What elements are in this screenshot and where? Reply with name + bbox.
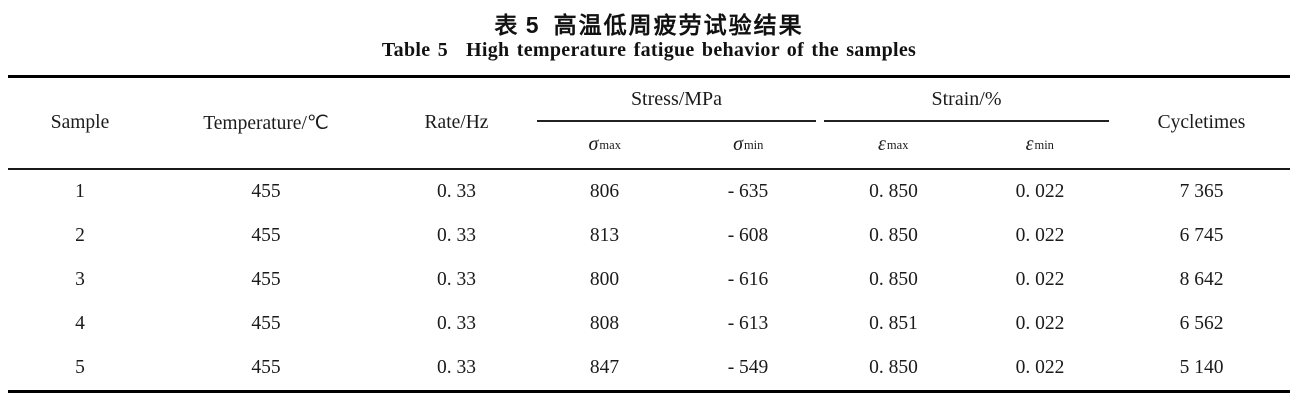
cell-cycletimes: 8 642	[1179, 269, 1224, 290]
table-caption-english: Table 5 High temperature fatigue behavior…	[0, 39, 1298, 62]
cell-epsilon-max: 0. 850	[869, 225, 918, 246]
group-subheaders-stress: σ max σ min	[533, 122, 820, 169]
cell-cycletimes: 6 745	[1179, 225, 1224, 246]
cell-sample: 1	[75, 181, 85, 202]
cell-rate: 0. 33	[437, 181, 476, 202]
table-row: 5 455 0. 33 847 - 549 0. 850 0. 022 5 14…	[8, 346, 1290, 390]
cell-epsilon-min: 0. 022	[1015, 225, 1065, 246]
table-row: 4 455 0. 33 808 - 613 0. 851 0. 022 6 56…	[8, 302, 1290, 346]
cell-temperature: 455	[251, 313, 281, 334]
table-number-chinese: 表 5	[494, 12, 540, 38]
cell-epsilon-max: 0. 851	[869, 313, 918, 334]
table-bottom-rule	[8, 390, 1290, 393]
col-header-temperature: Temperature/℃	[203, 113, 329, 134]
table-number-english: Table 5	[381, 39, 449, 61]
cell-sigma-min: - 549	[727, 357, 769, 378]
cell-temperature: 455	[251, 269, 281, 290]
cell-sample: 3	[75, 269, 85, 290]
group-label-strain: Strain/%	[931, 87, 1002, 110]
cell-epsilon-min: 0. 022	[1015, 313, 1065, 334]
cell-sigma-max: 800	[589, 269, 620, 290]
epsilon-symbol: ε	[878, 133, 886, 156]
cell-temperature: 455	[251, 181, 281, 202]
table-row: 1 455 0. 33 806 - 635 0. 850 0. 022 7 36…	[8, 170, 1290, 214]
col-header-sample: Sample	[50, 112, 110, 133]
col-header-epsilon-min: ε min	[1025, 133, 1054, 156]
epsilon-symbol: ε	[1025, 133, 1034, 156]
cell-sigma-max: 808	[589, 313, 620, 334]
cell-sigma-max: 806	[589, 181, 620, 202]
cell-sigma-max: 847	[589, 357, 620, 378]
col-header-cycletimes: Cycletimes	[1157, 112, 1246, 133]
cell-epsilon-max: 0. 850	[869, 357, 918, 378]
sigma-symbol: σ	[588, 133, 599, 156]
table-caption-chinese: 表 5 高温低周疲劳试验结果	[0, 6, 1298, 40]
cell-temperature: 455	[251, 357, 281, 378]
cell-sample: 4	[75, 313, 85, 334]
cell-epsilon-max: 0. 850	[869, 269, 918, 290]
cell-epsilon-min: 0. 022	[1015, 181, 1065, 202]
sigma-symbol: σ	[733, 133, 743, 156]
col-group-strain: Strain/% ε max ε min	[820, 78, 1113, 168]
cell-sigma-min: - 608	[727, 225, 769, 246]
group-subheaders-strain: ε max ε min	[820, 122, 1113, 169]
table-caption-english-text: High temperature fatigue behavior of the…	[466, 39, 917, 61]
col-group-stress: Stress/MPa σ max σ min	[533, 78, 820, 168]
cell-temperature: 455	[251, 225, 281, 246]
group-rule-strain	[824, 120, 1109, 122]
cell-sample: 5	[75, 357, 85, 378]
col-header-sigma-max: σ max	[588, 133, 621, 156]
cell-cycletimes: 6 562	[1179, 313, 1224, 334]
col-header-sigma-min: σ min	[733, 133, 764, 156]
cell-rate: 0. 33	[437, 313, 476, 334]
col-header-rate: Rate/Hz	[424, 112, 489, 133]
cell-rate: 0. 33	[437, 269, 476, 290]
cell-sample: 2	[75, 225, 85, 246]
table-top-rule	[8, 75, 1290, 78]
cell-rate: 0. 33	[437, 225, 476, 246]
cell-sigma-min: - 635	[727, 181, 769, 202]
table-caption-chinese-text: 高温低周疲劳试验结果	[553, 12, 804, 38]
cell-epsilon-max: 0. 850	[869, 181, 918, 202]
table-row: 2 455 0. 33 813 - 608 0. 850 0. 022 6 74…	[8, 214, 1290, 258]
cell-sigma-max: 813	[589, 225, 620, 246]
table-body: 1 455 0. 33 806 - 635 0. 850 0. 022 7 36…	[8, 170, 1290, 390]
table-row: 3 455 0. 33 800 - 616 0. 850 0. 022 8 64…	[8, 258, 1290, 302]
cell-epsilon-min: 0. 022	[1015, 357, 1065, 378]
cell-epsilon-min: 0. 022	[1015, 269, 1065, 290]
table-header: Sample Temperature/℃ Rate/Hz Stress/MPa …	[8, 78, 1290, 168]
col-header-epsilon-max: ε max	[878, 133, 909, 156]
data-table: Sample Temperature/℃ Rate/Hz Stress/MPa …	[8, 75, 1290, 393]
table-header-rule	[8, 168, 1290, 170]
cell-sigma-min: - 616	[727, 269, 769, 290]
cell-cycletimes: 7 365	[1179, 181, 1224, 202]
cell-rate: 0. 33	[437, 357, 476, 378]
cell-cycletimes: 5 140	[1179, 357, 1224, 378]
group-rule-stress	[537, 120, 816, 122]
group-label-stress: Stress/MPa	[630, 87, 723, 110]
cell-sigma-min: - 613	[727, 313, 769, 334]
